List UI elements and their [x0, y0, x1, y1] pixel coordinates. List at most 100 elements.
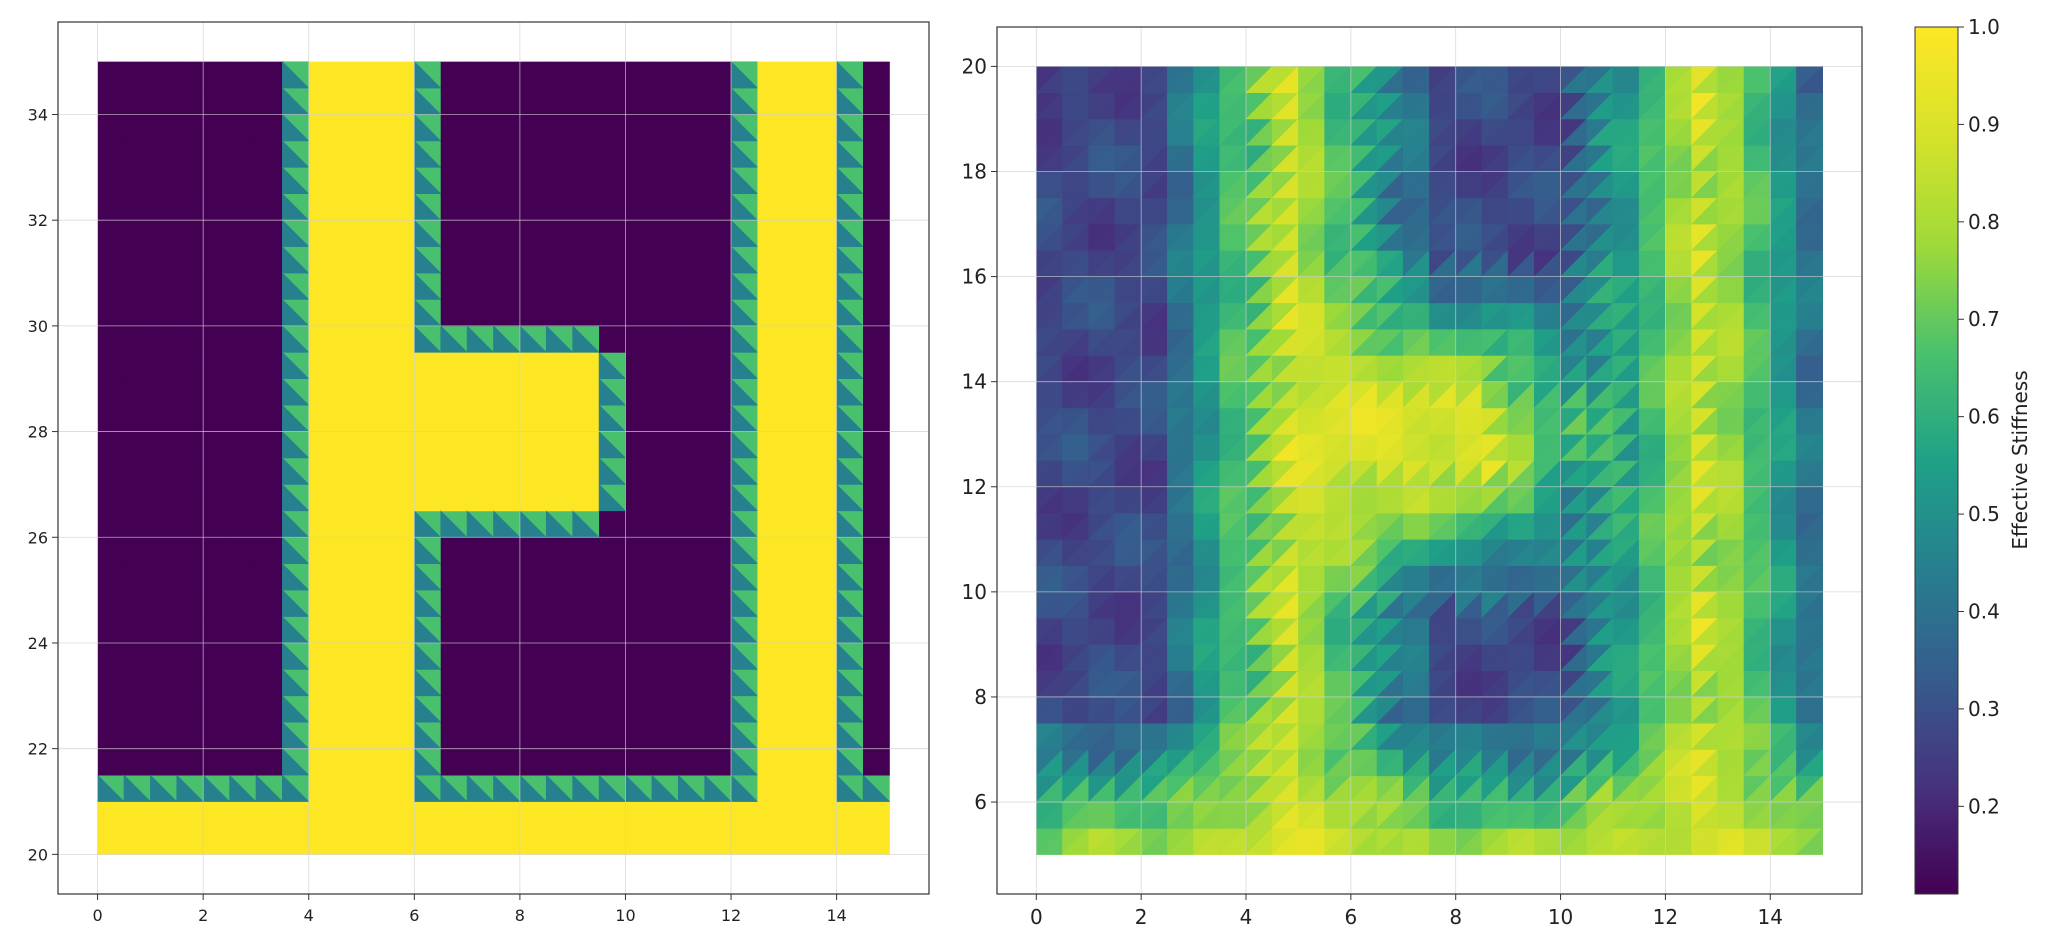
- solid-cell: [757, 140, 785, 168]
- solid-cell: [335, 801, 362, 829]
- solid-cell: [387, 88, 415, 115]
- background-cell: [229, 722, 257, 750]
- background-cell: [704, 458, 732, 485]
- solid-cell: [308, 378, 336, 406]
- y-tick-label: 24: [28, 634, 48, 653]
- background-cell: [97, 246, 125, 274]
- background-cell: [651, 246, 679, 274]
- solid-cell: [335, 431, 362, 459]
- solid-cell: [414, 405, 442, 432]
- solid-cell: [361, 642, 389, 670]
- solid-cell: [414, 827, 442, 855]
- background-cell: [546, 61, 574, 89]
- background-cell: [493, 246, 521, 274]
- boundary-triangle: [282, 430, 310, 459]
- background-cell: [572, 590, 600, 617]
- background-cell: [255, 458, 283, 485]
- y-tick-label: 14: [962, 370, 987, 394]
- background-cell: [704, 140, 732, 168]
- solid-cell: [335, 167, 362, 195]
- solid-cell: [361, 669, 389, 697]
- background-cell: [678, 405, 706, 432]
- background-cell: [704, 405, 732, 432]
- solid-cell: [757, 352, 785, 380]
- background-cell: [546, 193, 574, 221]
- background-cell: [863, 748, 890, 776]
- solid-cell: [335, 114, 362, 142]
- boundary-triangle: [282, 272, 310, 300]
- background-cell: [599, 695, 626, 723]
- solid-cell: [467, 458, 494, 485]
- background-cell: [440, 616, 468, 644]
- background-cell: [493, 273, 521, 300]
- background-cell: [467, 220, 494, 248]
- y-tick-label: 16: [962, 265, 987, 289]
- background-cell: [546, 246, 574, 274]
- solid-cell: [731, 801, 758, 829]
- background-cell: [229, 167, 257, 195]
- background-cell: [203, 273, 230, 300]
- boundary-triangle: [493, 325, 521, 353]
- boundary-triangle: [545, 325, 574, 353]
- background-cell: [203, 484, 230, 512]
- solid-cell: [203, 827, 230, 855]
- background-cell: [176, 695, 204, 723]
- solid-cell: [810, 827, 838, 855]
- background-cell: [150, 431, 178, 459]
- background-cell: [203, 616, 230, 644]
- background-cell: [255, 484, 283, 512]
- background-cell: [493, 669, 521, 697]
- solid-cell: [783, 537, 811, 565]
- background-cell: [625, 352, 653, 380]
- solid-cell: [308, 748, 336, 776]
- solid-cell: [414, 458, 442, 485]
- boundary-triangle: [545, 774, 574, 802]
- background-cell: [255, 378, 283, 406]
- solid-cell: [493, 378, 521, 406]
- background-cell: [599, 722, 626, 750]
- solid-cell: [757, 775, 785, 802]
- y-tick-label: 34: [28, 105, 48, 124]
- background-cell: [255, 695, 283, 723]
- background-cell: [150, 669, 178, 697]
- x-tick-label: 8: [515, 906, 525, 925]
- boundary-triangle: [493, 774, 521, 802]
- field-triangle: [1795, 302, 1823, 330]
- solid-cell: [863, 801, 890, 829]
- solid-cell: [440, 378, 468, 406]
- background-cell: [519, 246, 547, 274]
- solid-cell: [572, 405, 600, 432]
- background-cell: [150, 220, 178, 248]
- background-cell: [176, 537, 204, 565]
- solid-cell: [335, 458, 362, 485]
- solid-cell: [414, 484, 442, 512]
- solid-cell: [387, 827, 415, 855]
- solid-cell: [387, 801, 415, 829]
- solid-cell: [757, 510, 785, 538]
- solid-cell: [335, 193, 362, 221]
- background-cell: [467, 669, 494, 697]
- background-cell: [97, 695, 125, 723]
- background-cell: [625, 590, 653, 617]
- boundary-triangle: [229, 774, 257, 802]
- background-cell: [546, 748, 574, 776]
- background-cell: [150, 537, 178, 565]
- background-cell: [97, 273, 125, 300]
- background-cell: [123, 616, 151, 644]
- background-cell: [678, 61, 706, 89]
- background-cell: [203, 405, 230, 432]
- solid-cell: [519, 431, 547, 459]
- background-cell: [176, 140, 204, 168]
- solid-cell: [387, 167, 415, 195]
- solid-cell: [387, 748, 415, 776]
- background-cell: [704, 722, 732, 750]
- background-cell: [519, 563, 547, 591]
- background-cell: [863, 458, 890, 485]
- background-cell: [625, 299, 653, 327]
- background-cell: [440, 669, 468, 697]
- solid-cell: [467, 827, 494, 855]
- solid-cell: [308, 510, 336, 538]
- solid-cell: [335, 325, 362, 353]
- background-cell: [651, 405, 679, 432]
- boundary-triangle: [598, 483, 627, 512]
